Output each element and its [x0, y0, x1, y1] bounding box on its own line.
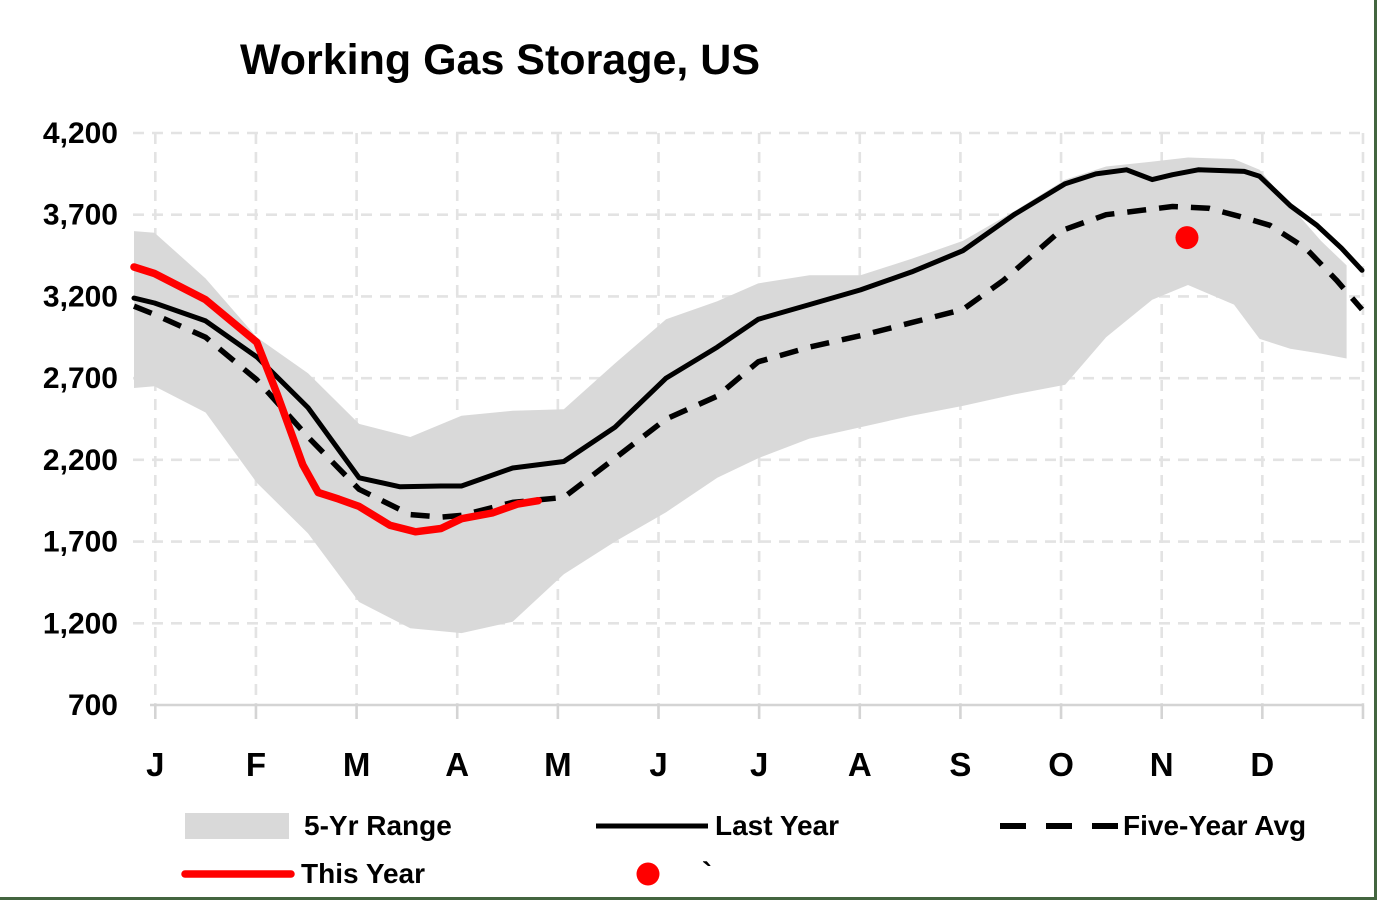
x-axis-label: S	[949, 746, 971, 783]
x-axis-label: J	[146, 746, 164, 783]
legend-item-five-year-avg[interactable]: Five-Year Avg	[1000, 806, 1306, 846]
series-marker-dot[interactable]	[1175, 226, 1199, 250]
series-last-year-line[interactable]	[131, 167, 1365, 490]
series-5yr-range-band[interactable]	[134, 157, 1347, 634]
x-axis-label: N	[1150, 746, 1174, 783]
x-axis-label: M	[544, 746, 572, 783]
y-axis-label: 700	[68, 689, 118, 722]
series-five-year-avg-line[interactable]	[132, 203, 1365, 520]
y-axis-label: 3,200	[43, 280, 118, 313]
dashed-line-swatch-icon	[1000, 823, 1118, 829]
series-this-year-line[interactable]	[130, 263, 542, 536]
x-axis-label: M	[343, 746, 371, 783]
x-axis-label: D	[1250, 746, 1274, 783]
x-axis-label: A	[848, 746, 872, 783]
y-axis-label: 2,200	[43, 444, 118, 477]
x-axis-label: O	[1048, 746, 1074, 783]
legend-item-marker-dot[interactable]: `	[635, 854, 712, 894]
legend-label-last-year: Last Year	[715, 810, 840, 841]
red-line-swatch-icon	[181, 870, 295, 878]
chart-title: Working Gas Storage, US	[239, 36, 761, 84]
y-axis-label: 1,700	[43, 526, 118, 559]
legend-item-5yr-range[interactable]: 5-Yr Range	[183, 806, 452, 846]
legend-label-marker-dot: `	[702, 857, 712, 890]
solid-line-swatch-icon	[596, 823, 708, 829]
range-swatch-icon	[185, 813, 289, 839]
y-axis-label: 3,700	[43, 199, 118, 232]
x-axis-label: F	[246, 746, 266, 783]
legend-label-this-year: This Year	[301, 858, 426, 889]
red-dot-swatch-icon	[636, 862, 660, 886]
legend-item-last-year[interactable]: Last Year	[594, 806, 839, 846]
legend-item-this-year[interactable]: This Year	[180, 854, 425, 894]
x-axis-label: J	[750, 746, 768, 783]
y-axis-label: 2,700	[43, 362, 118, 395]
y-axis-label: 1,200	[43, 607, 118, 640]
x-axis-label: J	[649, 746, 667, 783]
x-axis-label: A	[445, 746, 469, 783]
legend-label-5yr-range: 5-Yr Range	[304, 810, 452, 841]
y-axis-label: 4,200	[43, 117, 118, 150]
legend-label-five-year-avg: Five-Year Avg	[1123, 810, 1307, 841]
